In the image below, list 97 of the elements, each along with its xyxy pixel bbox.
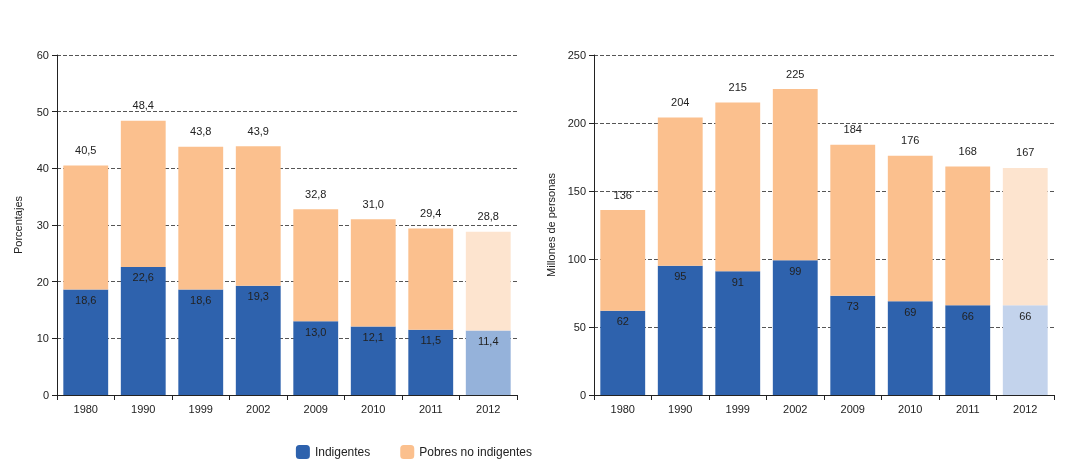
data-label: 62 [616,315,629,328]
bar [599,210,645,311]
y-tick-label: 50 [573,321,586,333]
data-label: 12,1 [362,330,384,343]
data-label: 66 [961,309,974,322]
x-tick-label: 2011 [418,402,443,415]
bar [235,146,281,286]
bar [408,329,454,395]
x-tick-label: 2012 [1012,402,1037,415]
legend-label: Pobres no indigentes [419,445,532,459]
x-tick-label: 1999 [188,402,213,415]
x-tick-label: 2011 [955,402,980,415]
bar [465,330,511,395]
total-label: 184 [843,123,862,136]
total-label: 29,4 [420,206,442,219]
y-tick-label: 60 [36,49,49,61]
x-tick-label: 1980 [610,402,635,415]
bar [772,89,818,261]
bar [657,117,703,266]
bar [944,166,990,306]
total-label: 204 [670,96,689,109]
data-label: 73 [846,300,859,313]
total-label: 31,0 [362,197,384,210]
bar [829,144,875,296]
data-label: 69 [903,305,916,318]
data-label: 11,5 [420,334,442,347]
bar [714,102,760,272]
data-label: 22,6 [132,271,154,284]
bar [120,266,166,395]
bar [350,219,396,327]
bar [178,146,224,290]
x-tick-label: 1990 [131,402,156,415]
y-axis-title: Porcentajes [11,195,24,255]
data-label: 19,3 [247,290,269,303]
bar [887,155,933,302]
bar [465,231,511,331]
x-tick-label: 1980 [73,402,98,415]
bar [1002,167,1048,306]
bar [63,289,109,395]
x-tick-label: 2009 [303,402,328,415]
bar [235,285,281,395]
bar [944,305,990,395]
x-tick-label: 2002 [246,402,271,415]
y-tick-label: 10 [36,332,49,345]
x-tick-label: 1999 [725,402,750,415]
total-label: 48,4 [132,99,154,112]
x-tick-label: 2010 [897,402,922,415]
x-tick-label: 2002 [782,402,807,415]
bar [887,301,933,395]
total-label: 43,8 [190,125,212,138]
data-label: 66 [1018,309,1031,322]
total-label: 167 [1015,146,1034,159]
total-label: 225 [785,67,804,80]
bar [599,310,645,395]
bar [772,260,818,395]
y-tick-label: 200 [567,117,586,129]
bar [408,228,454,330]
total-label: 32,8 [305,187,327,200]
bar [1002,305,1048,395]
y-tick-label: 20 [36,275,49,288]
total-label: 215 [728,81,747,94]
bar [120,120,166,267]
y-axis-title: Millones de personas [544,172,557,277]
data-label: 91 [731,275,744,288]
bar [714,271,760,395]
y-tick-label: 40 [36,162,49,175]
total-label: 43,9 [247,124,269,137]
y-tick-label: 100 [567,253,586,265]
y-tick-label: 0 [579,389,586,401]
total-label: 168 [958,145,977,158]
x-tick-label: 2012 [476,402,501,415]
y-tick-label: 50 [36,105,49,118]
y-tick-label: 0 [42,389,49,401]
total-label: 176 [900,134,919,147]
data-label: 13,0 [305,325,327,338]
x-tick-label: 1990 [667,402,692,415]
total-label: 40,5 [75,144,97,156]
bar [829,295,875,395]
total-label: 28,8 [477,210,499,223]
bar [178,289,224,395]
bar [293,321,339,395]
y-tick-label: 150 [567,185,586,197]
bar [293,209,339,322]
x-tick-label: 2010 [361,402,386,415]
data-label: 18,6 [75,294,97,307]
total-label: 136 [613,188,632,201]
x-tick-label: 2009 [840,402,865,415]
bar [63,165,109,290]
y-tick-label: 250 [567,49,586,61]
data-label: 18,6 [190,294,212,307]
bar [350,326,396,395]
y-tick-label: 30 [36,219,49,231]
bar [657,265,703,395]
legend-label: Indigentes [314,445,371,459]
data-label: 95 [673,270,686,283]
data-label: 99 [788,264,801,277]
data-label: 11,4 [477,334,499,347]
